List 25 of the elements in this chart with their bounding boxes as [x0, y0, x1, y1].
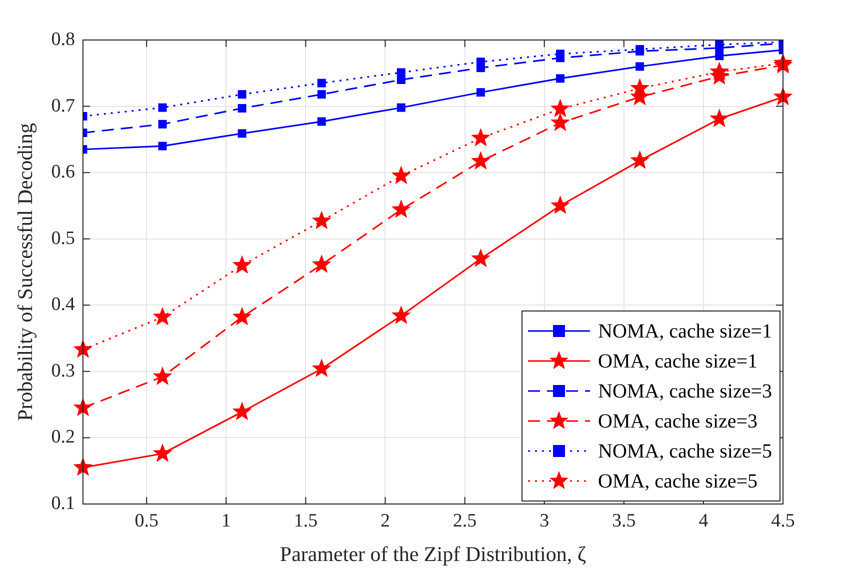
y-tick-label: 0.5	[51, 228, 75, 249]
legend-label: NOMA, cache size=5	[598, 440, 772, 462]
x-tick-label: 4	[698, 510, 709, 532]
y-tick-label: 0.6	[51, 162, 75, 183]
y-tick-label: 0.2	[51, 426, 75, 448]
x-tick-label: 1.5	[294, 510, 318, 532]
y-tick-label: 0.8	[51, 28, 75, 50]
x-tick-label: 4.5	[771, 510, 795, 532]
y-tick-label: 0.3	[51, 360, 75, 382]
x-tick-label: 2	[380, 510, 390, 532]
legend-label: NOMA, cache size=1	[598, 320, 772, 342]
x-tick-label: 2.5	[452, 510, 477, 532]
x-tick-label: 1	[221, 510, 231, 532]
x-tick-label: 3	[540, 510, 550, 532]
legend-label: OMA, cache size=3	[598, 410, 758, 432]
y-tick-label: 0.1	[51, 492, 75, 514]
x-tick-label: 3.5	[612, 510, 636, 532]
x-tick-label: 0.5	[134, 510, 158, 532]
legend-label: OMA, cache size=5	[598, 470, 758, 492]
x-axis-title: Parameter of the Zipf Distribution, ζ	[280, 542, 586, 566]
y-axis-title: Probability of Successful Decoding	[13, 122, 38, 422]
y-tick-label: 0.4	[51, 294, 76, 316]
legend-label: NOMA, cache size=3	[598, 380, 772, 402]
legend-label: OMA, cache size=1	[598, 350, 758, 372]
y-tick-label: 0.7	[51, 95, 75, 116]
